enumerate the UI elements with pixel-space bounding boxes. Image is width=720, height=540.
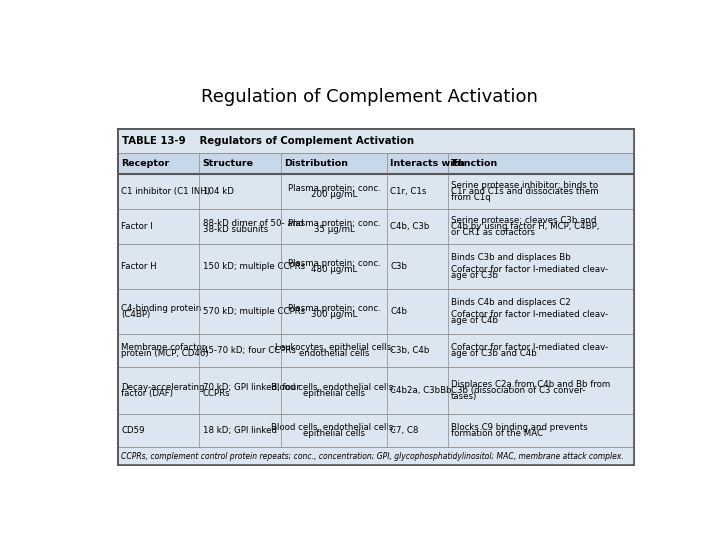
Text: Structure: Structure <box>203 159 253 168</box>
Text: 45-70 kD; four CCPRs: 45-70 kD; four CCPRs <box>203 346 296 355</box>
Text: 480 μg/mL: 480 μg/mL <box>311 265 357 274</box>
Text: 200 μg/mL: 200 μg/mL <box>311 190 357 199</box>
Text: C4b, C3b: C4b, C3b <box>390 222 430 231</box>
Bar <box>118 153 634 173</box>
Text: Regulation of Complement Activation: Regulation of Complement Activation <box>201 87 537 106</box>
Text: tases): tases) <box>451 392 477 401</box>
Text: protein (MCP, CD46): protein (MCP, CD46) <box>121 349 209 358</box>
Text: C1r and C1s and dissociates them: C1r and C1s and dissociates them <box>451 187 599 195</box>
Bar <box>118 289 634 334</box>
Text: Membrane cofactor: Membrane cofactor <box>121 343 206 352</box>
Text: C3b: C3b <box>390 262 408 271</box>
Bar <box>118 334 634 367</box>
Text: CCPRs, complement control protein repeats; conc., concentration; GPI, glycophosp: CCPRs, complement control protein repeat… <box>121 451 624 461</box>
Text: Plasma protein; conc.: Plasma protein; conc. <box>287 259 380 268</box>
Bar <box>118 173 634 209</box>
Text: Cofactor for factor I-mediated cleav-: Cofactor for factor I-mediated cleav- <box>451 265 608 274</box>
Text: Decay-accelerating: Decay-accelerating <box>121 383 204 392</box>
Text: Blood cells, endothelial cells,: Blood cells, endothelial cells, <box>271 423 396 432</box>
Text: 70 kD; GPI linked, four: 70 kD; GPI linked, four <box>203 383 300 392</box>
Text: epithelial cells: epithelial cells <box>303 429 365 438</box>
Text: 35 μg/mL: 35 μg/mL <box>313 225 354 234</box>
Text: Plasma protein; conc.: Plasma protein; conc. <box>287 219 380 228</box>
Text: Function: Function <box>451 159 498 168</box>
Text: C7, C8: C7, C8 <box>390 426 418 435</box>
Text: Interacts with: Interacts with <box>390 159 465 168</box>
Bar <box>118 129 634 153</box>
Text: C4b2a, C3bBb: C4b2a, C3bBb <box>390 386 451 395</box>
Text: C1r, C1s: C1r, C1s <box>390 187 426 195</box>
Text: Distribution: Distribution <box>284 159 348 168</box>
Text: 38-kD subunits: 38-kD subunits <box>203 225 268 234</box>
Text: C3b, C4b: C3b, C4b <box>390 346 430 355</box>
Text: 18 kD; GPI linked: 18 kD; GPI linked <box>203 426 276 435</box>
Text: Displaces C2a from C4b and Bb from: Displaces C2a from C4b and Bb from <box>451 380 611 389</box>
Bar <box>118 414 634 447</box>
Bar <box>118 209 634 244</box>
Text: C4b: C4b <box>390 307 408 316</box>
Text: formation of the MAC: formation of the MAC <box>451 429 543 438</box>
Text: 570 kD; multiple CCPRs: 570 kD; multiple CCPRs <box>203 307 305 316</box>
Text: epithelial cells: epithelial cells <box>303 389 365 398</box>
Text: Plasma protein; conc.: Plasma protein; conc. <box>287 184 380 193</box>
Text: age of C3b and C4b: age of C3b and C4b <box>451 349 537 358</box>
Text: Leukocytes, epithelial cells,: Leukocytes, epithelial cells, <box>274 343 393 352</box>
Text: CD59: CD59 <box>121 426 145 435</box>
Text: 150 kD; multiple CCPRs: 150 kD; multiple CCPRs <box>203 262 305 271</box>
Text: Binds C4b and displaces C2: Binds C4b and displaces C2 <box>451 298 571 307</box>
Text: Binds C3b and displaces Bb: Binds C3b and displaces Bb <box>451 253 571 262</box>
Text: C4-binding protein: C4-binding protein <box>121 304 202 313</box>
Text: CCPRs: CCPRs <box>203 389 230 398</box>
Bar <box>118 447 634 465</box>
Text: Cofactor for factor I-mediated cleav-: Cofactor for factor I-mediated cleav- <box>451 310 608 319</box>
Bar <box>118 129 634 465</box>
Text: Plasma protein; conc.: Plasma protein; conc. <box>287 304 380 313</box>
Text: 88-kD dimer of 50- and: 88-kD dimer of 50- and <box>203 219 303 228</box>
Text: Blocks C9 binding and prevents: Blocks C9 binding and prevents <box>451 423 588 432</box>
Text: C1 inhibitor (C1 INH): C1 inhibitor (C1 INH) <box>121 187 210 195</box>
Text: endothelial cells: endothelial cells <box>299 349 369 358</box>
Text: factor (DAF): factor (DAF) <box>121 389 174 398</box>
Text: age of C3b: age of C3b <box>451 271 498 280</box>
Text: Blood cells, endothelial cells,: Blood cells, endothelial cells, <box>271 383 396 392</box>
Text: C3b (dissociation of C3 conver-: C3b (dissociation of C3 conver- <box>451 386 585 395</box>
Text: (C4BP): (C4BP) <box>121 310 150 319</box>
Text: 300 μg/mL: 300 μg/mL <box>311 310 357 319</box>
Text: 104 kD: 104 kD <box>203 187 234 195</box>
Text: Factor H: Factor H <box>121 262 157 271</box>
Text: C4b by using factor H, MCP, C4BP,: C4b by using factor H, MCP, C4BP, <box>451 222 600 231</box>
Text: Cofactor for factor I-mediated cleav-: Cofactor for factor I-mediated cleav- <box>451 343 608 352</box>
Bar <box>118 367 634 414</box>
Text: Serine protease inhibitor; binds to: Serine protease inhibitor; binds to <box>451 181 598 190</box>
Text: age of C4b: age of C4b <box>451 316 498 325</box>
Text: from C1q: from C1q <box>451 193 491 201</box>
Bar <box>118 244 634 289</box>
Text: TABLE 13-9    Regulators of Complement Activation: TABLE 13-9 Regulators of Complement Acti… <box>122 136 414 146</box>
Text: Factor I: Factor I <box>121 222 153 231</box>
Text: Serine protease; cleaves C3b and: Serine protease; cleaves C3b and <box>451 216 596 225</box>
Text: Receptor: Receptor <box>121 159 169 168</box>
Text: or CR1 as cofactors: or CR1 as cofactors <box>451 228 535 237</box>
